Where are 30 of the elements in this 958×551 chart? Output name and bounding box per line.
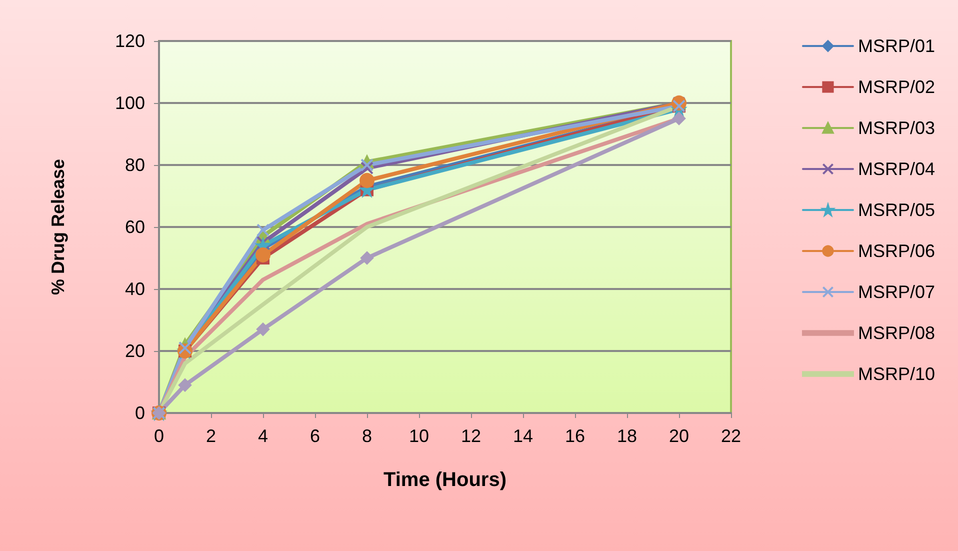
legend-label: MSRP/07 — [858, 282, 936, 302]
x-tick-label: 18 — [616, 426, 638, 446]
y-tick-label: 100 — [114, 93, 145, 113]
legend-label: MSRP/05 — [858, 200, 936, 220]
x-tick-label: 0 — [154, 426, 164, 446]
legend-label: MSRP/01 — [858, 36, 936, 56]
y-tick-label: 80 — [124, 155, 145, 175]
x-tick-label: 16 — [564, 426, 586, 446]
legend-label: MSRP/04 — [858, 159, 936, 179]
y-axis-title: % Drug Release — [48, 158, 68, 296]
x-axis-title: Time (Hours) — [384, 469, 506, 491]
x-tick-label: 6 — [310, 426, 320, 446]
x-tick-label: 14 — [512, 426, 534, 446]
y-tick-label: 0 — [134, 403, 145, 423]
legend-label: MSRP/03 — [858, 118, 936, 138]
y-tick-label: 40 — [124, 279, 145, 299]
y-tick-label: 120 — [114, 31, 145, 51]
x-tick-label: 12 — [460, 426, 482, 446]
x-tick-label: 2 — [206, 426, 216, 446]
legend-label: MSRP/08 — [858, 323, 936, 343]
legend-label: MSRP/06 — [858, 241, 936, 261]
x-tick-label: 8 — [362, 426, 372, 446]
legend-label: MSRP/02 — [858, 77, 936, 97]
x-tick-label: 4 — [258, 426, 268, 446]
y-tick-label: 60 — [124, 217, 145, 237]
legend-label: MSRP/10 — [858, 364, 936, 384]
y-tick-label: 20 — [124, 341, 145, 361]
x-tick-label: 22 — [720, 426, 742, 446]
x-tick-label: 20 — [668, 426, 690, 446]
x-tick-label: 10 — [408, 426, 430, 446]
